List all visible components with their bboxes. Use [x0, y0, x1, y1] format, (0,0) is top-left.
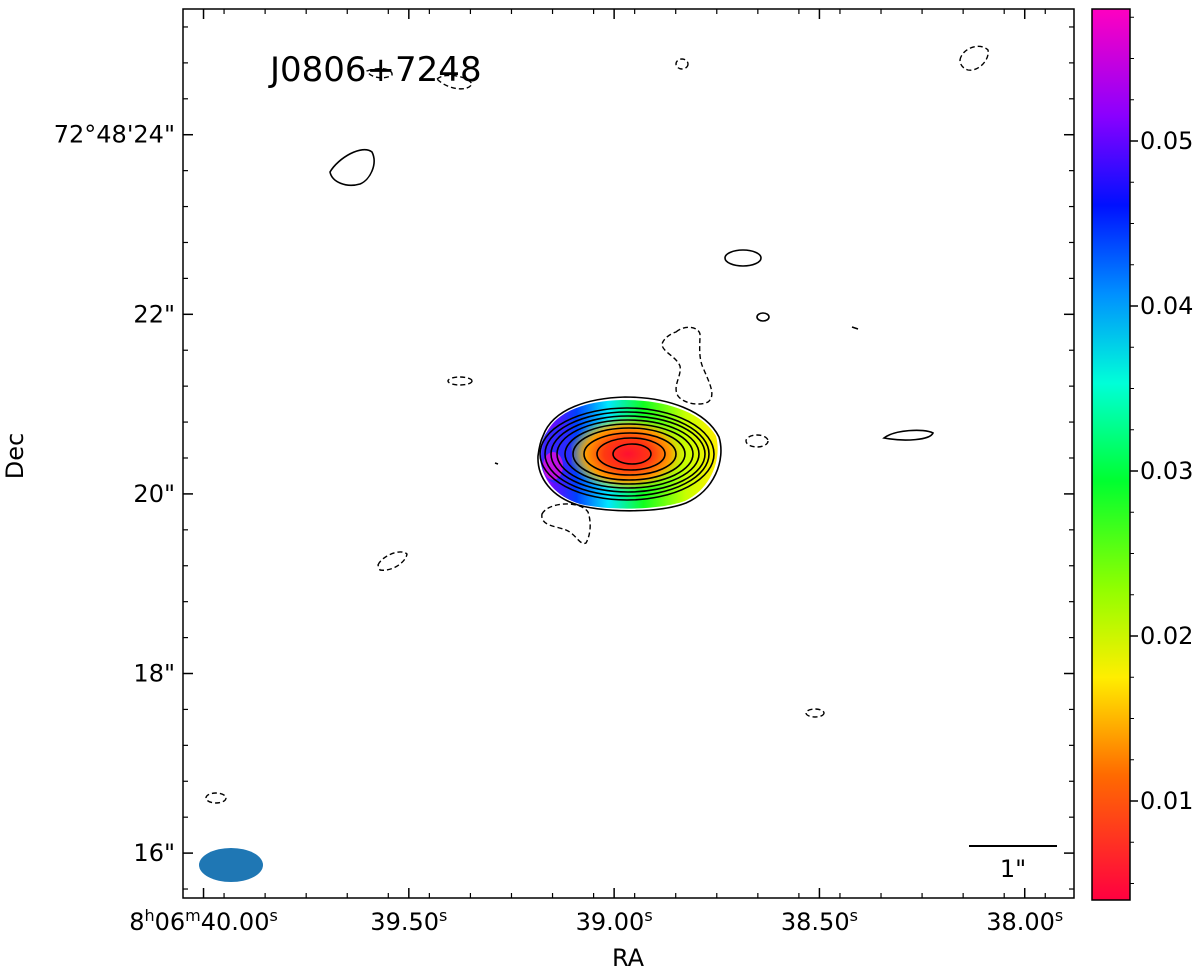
colorbar-tick-label: 0.01 [1140, 787, 1193, 815]
colorbar-tick-label: 0.02 [1140, 622, 1193, 650]
positive-noise-contours [329, 148, 935, 465]
colorbar-tick-label: 0.04 [1140, 292, 1193, 320]
x-axis-ticks: 8h06m40.00s 39.50s 39.00s 38.50s 38.00s [129, 9, 1063, 936]
source-core-fill [568, 416, 688, 492]
x-tick-label: 38.50s [781, 906, 858, 936]
scale-bar-label: 1" [1000, 855, 1026, 883]
x-tick-label: 38.00s [986, 906, 1063, 936]
x-tick-label: 39.00s [576, 906, 653, 936]
colorbar-tick-label: 0.03 [1140, 457, 1193, 485]
y-tick-label: 18" [133, 660, 175, 688]
negative-noise-contours [205, 45, 989, 804]
source-contours [537, 396, 722, 512]
y-axis-ticks: 72°48'24" 22" 20" 18" 16" [54, 26, 1074, 890]
beam-ellipse [199, 848, 263, 882]
y-tick-label: 72°48'24" [54, 121, 175, 149]
y-axis-label: Dec [1, 433, 29, 479]
source-magenta-lobe [543, 452, 563, 480]
colorbar-ticks: 0.01 0.02 0.03 0.04 0.05 [1130, 16, 1193, 884]
x-axis-label: RA [612, 944, 645, 972]
y-tick-label: 22" [133, 300, 175, 328]
chart-title: J0806+7248 [268, 50, 482, 90]
y-tick-label: 16" [133, 839, 175, 867]
source-image [205, 45, 989, 804]
colorbar [1091, 8, 1131, 901]
colorbar-tick-label: 0.05 [1140, 127, 1193, 155]
x-tick-label: 8h06m40.00s [129, 906, 278, 936]
y-tick-label: 20" [133, 480, 175, 508]
x-tick-label: 39.50s [370, 906, 447, 936]
